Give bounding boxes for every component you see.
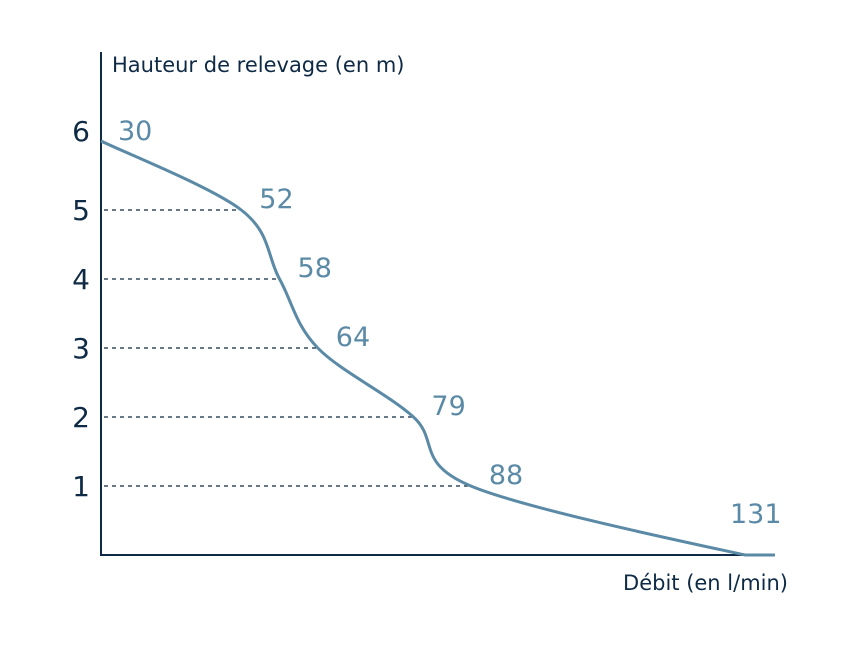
y-tick-label: 5 [72,194,90,227]
point-label: 88 [489,460,523,491]
y-axis-title: Hauteur de relevage (en m) [112,53,404,77]
point-label: 30 [118,116,152,147]
x-axis-title: Débit (en l/min) [623,571,788,595]
y-tick-label: 3 [72,332,90,365]
y-tick-label: 4 [72,263,90,296]
y-tick-label: 1 [72,470,90,503]
point-label: 58 [298,253,332,284]
y-tick-label: 6 [72,115,90,148]
point-label: 64 [336,322,370,353]
point-label: 52 [259,184,293,215]
point-label: 79 [431,391,465,422]
y-tick-label: 2 [72,401,90,434]
pump-curve [100,139,775,557]
point-label: 131 [730,499,782,530]
